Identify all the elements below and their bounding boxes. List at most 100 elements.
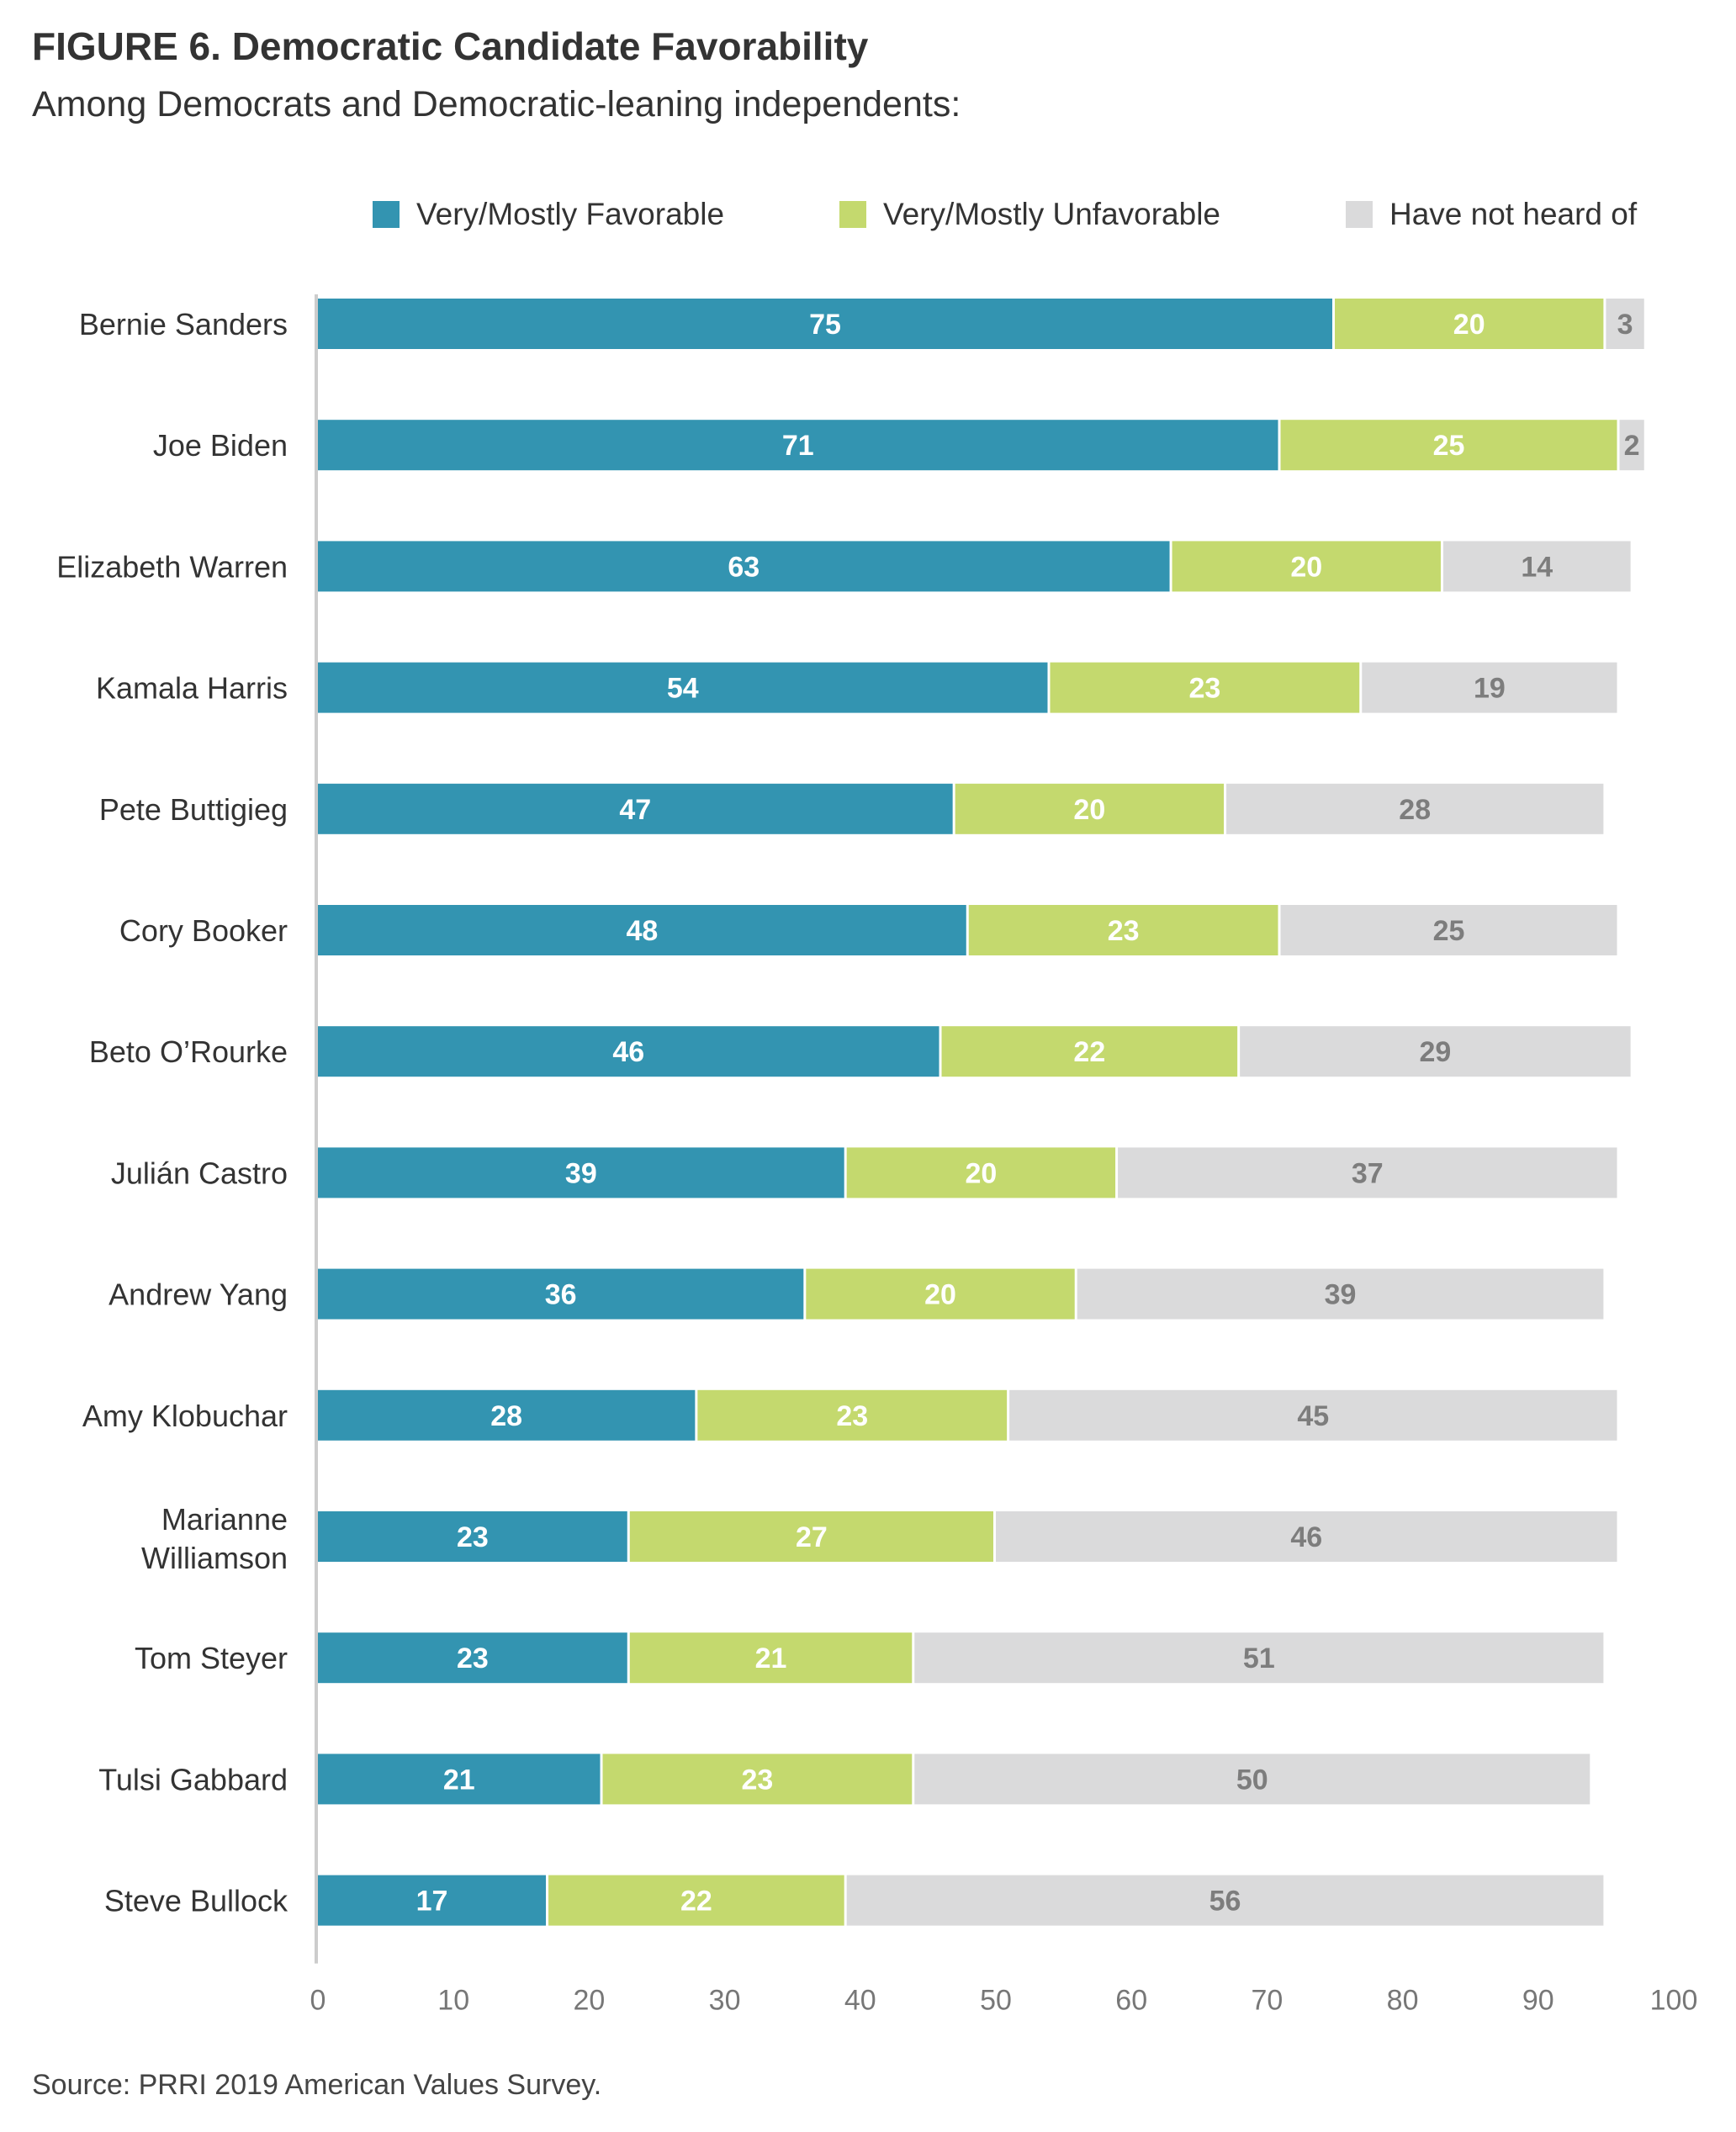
bar-not-heard [1619, 420, 1644, 471]
bar-not-heard [914, 1632, 1604, 1684]
chart-legend: Very/Mostly Favorable Very/Mostly Unfavo… [0, 189, 1736, 240]
category-label: Julián Castro [111, 1156, 288, 1190]
bar-unfavorable [602, 1754, 913, 1805]
bar-unfavorable [968, 905, 1278, 955]
data-label-unfavorable: 20 [1290, 551, 1322, 583]
legend-swatch-favorable [373, 201, 400, 228]
data-label-not-heard: 51 [1243, 1643, 1275, 1674]
bar-not-heard [1442, 541, 1631, 592]
bar-not-heard [1280, 905, 1617, 955]
x-tick-label: 100 [1650, 1985, 1698, 2017]
data-label-unfavorable: 20 [965, 1157, 997, 1189]
category-label: Beto O’Rourke [89, 1034, 288, 1069]
bar-unfavorable [629, 1511, 993, 1562]
data-label-favorable: 39 [565, 1157, 597, 1189]
bar-unfavorable [1050, 662, 1360, 713]
bar-not-heard [1009, 1389, 1617, 1441]
x-tick-label: 0 [310, 1985, 326, 2017]
data-label-unfavorable: 21 [755, 1643, 787, 1674]
x-tick-label: 40 [844, 1985, 876, 2017]
data-label-not-heard: 3 [1617, 309, 1633, 341]
bar-not-heard [1606, 299, 1644, 349]
category-label: Pete Buttigieg [99, 792, 288, 827]
data-label-not-heard: 45 [1297, 1400, 1329, 1432]
data-label-unfavorable: 23 [1188, 673, 1220, 705]
legend-label-favorable: Very/Mostly Favorable [416, 197, 725, 231]
data-label-unfavorable: 20 [924, 1279, 956, 1311]
data-label-unfavorable: 25 [1433, 430, 1465, 462]
bar-favorable [318, 1147, 844, 1198]
category-label: Andrew Yang [108, 1278, 288, 1312]
bar-unfavorable [629, 1632, 913, 1684]
data-label-favorable: 46 [612, 1036, 644, 1068]
bar-favorable [318, 1389, 696, 1441]
data-label-favorable: 17 [416, 1886, 448, 1918]
data-label-not-heard: 50 [1236, 1764, 1268, 1796]
category-label: Tulsi Gabbard [98, 1762, 288, 1796]
category-label: Marianne Williamson [141, 1502, 288, 1575]
data-label-favorable: 47 [619, 794, 651, 826]
bar-favorable [318, 1632, 627, 1684]
data-label-favorable: 71 [782, 430, 814, 462]
data-label-not-heard: 29 [1419, 1036, 1451, 1068]
data-label-not-heard: 2 [1624, 430, 1640, 462]
category-label: Bernie Sanders [79, 307, 288, 341]
data-label-unfavorable: 20 [1453, 309, 1485, 341]
bar-favorable [318, 299, 1332, 349]
data-label-unfavorable: 22 [680, 1886, 712, 1918]
bar-favorable [318, 1268, 804, 1320]
bar-unfavorable [941, 1026, 1238, 1077]
data-label-not-heard: 56 [1209, 1886, 1241, 1918]
bar-favorable [318, 1754, 601, 1805]
bar-unfavorable [548, 1875, 844, 1926]
bar-favorable [318, 420, 1278, 471]
data-label-favorable: 23 [457, 1521, 489, 1553]
bar-unfavorable [697, 1389, 1008, 1441]
bar-favorable [318, 905, 966, 955]
data-label-favorable: 28 [490, 1400, 522, 1432]
category-label: Amy Klobuchar [82, 1399, 288, 1433]
bar-not-heard [1240, 1026, 1631, 1077]
data-label-unfavorable: 27 [796, 1521, 828, 1553]
data-label-unfavorable: 23 [741, 1764, 773, 1796]
data-label-favorable: 21 [443, 1764, 475, 1796]
bar-favorable [318, 662, 1048, 713]
bar-not-heard [1118, 1147, 1617, 1198]
x-tick-label: 90 [1522, 1985, 1554, 2017]
x-tick-label: 60 [1115, 1985, 1147, 2017]
data-label-unfavorable: 22 [1073, 1036, 1105, 1068]
legend-swatch-unfavorable [839, 201, 866, 228]
stacked-bar-chart: Bernie Sanders 75 20 3 Joe Biden 71 25 2 Elizabe… [56, 294, 1698, 2017]
bar-not-heard [1226, 783, 1604, 834]
x-tick-label: 50 [980, 1985, 1012, 2017]
x-tick-label: 20 [573, 1985, 605, 2017]
data-label-not-heard: 46 [1290, 1521, 1322, 1553]
bar-not-heard [1362, 662, 1617, 713]
bar-unfavorable [955, 783, 1225, 834]
data-label-not-heard: 14 [1521, 551, 1553, 583]
bar-favorable [318, 1511, 627, 1562]
category-label: Cory Booker [119, 913, 288, 948]
legend-label-not-heard: Have not heard of [1389, 197, 1638, 231]
data-label-favorable: 48 [626, 915, 658, 947]
legend-swatch-not-heard [1346, 201, 1373, 228]
bar-unfavorable [1172, 541, 1441, 592]
bar-not-heard [846, 1875, 1604, 1926]
data-label-unfavorable: 20 [1073, 794, 1105, 826]
bar-not-heard [914, 1754, 1590, 1805]
chart-title: FIGURE 6. Democratic Candidate Favorabil… [32, 24, 869, 68]
bar-favorable [318, 1026, 939, 1077]
source-note: Source: PRRI 2019 American Values Survey… [32, 2069, 602, 2101]
data-label-not-heard: 19 [1474, 673, 1506, 705]
legend-item-favorable: Very/Mostly Favorable [373, 189, 724, 240]
bar-unfavorable [1280, 420, 1617, 471]
bar-unfavorable [846, 1147, 1116, 1198]
x-tick-label: 10 [437, 1985, 469, 2017]
data-label-favorable: 75 [809, 309, 841, 341]
data-label-not-heard: 28 [1399, 794, 1431, 826]
data-label-favorable: 54 [667, 673, 699, 705]
data-label-favorable: 63 [728, 551, 760, 583]
x-tick-label: 30 [709, 1985, 741, 2017]
bar-favorable [318, 541, 1170, 592]
data-label-unfavorable: 23 [1108, 915, 1140, 947]
